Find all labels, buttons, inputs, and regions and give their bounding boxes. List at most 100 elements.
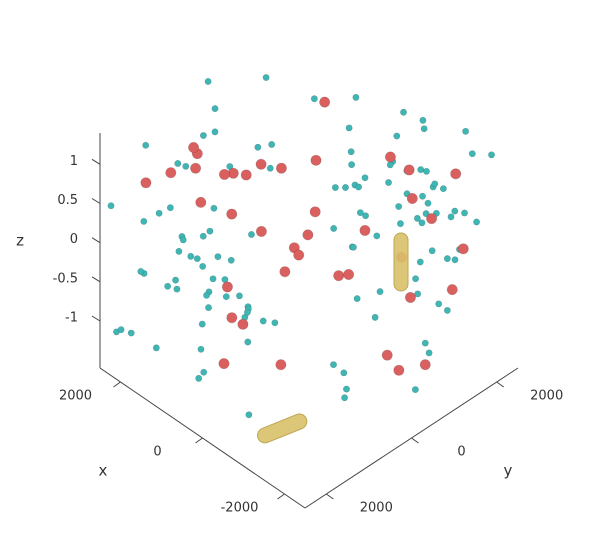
point [214,253,222,261]
highlight-point [343,268,355,280]
point [142,141,150,149]
point [222,293,230,301]
y-tick [411,437,419,444]
point [443,255,451,263]
point [371,313,379,321]
z-tick-label: 1 [70,154,78,169]
point [345,124,353,132]
point [127,329,135,337]
point [376,288,384,296]
point [424,199,432,207]
point [417,166,425,174]
highlight-point [310,154,322,166]
highlight-point [302,229,314,241]
point [247,230,255,238]
point [243,308,251,316]
point [117,326,125,334]
highlight-point [218,168,230,180]
z-tick [91,315,101,322]
z-tick-label: -1 [65,311,78,326]
y-tick-label: 2000 [360,501,393,516]
point [199,132,207,140]
point [418,219,426,227]
point [254,143,262,151]
point [468,150,476,158]
x-axis-label: x [99,462,108,480]
point [199,262,207,270]
x-tick-label: 0 [153,445,161,460]
highlight-point [255,158,267,170]
highlight-point [403,164,415,176]
highlight-point [221,281,233,293]
point [340,369,348,377]
x-tick [113,381,121,388]
highlight-point [226,312,238,324]
highlight-point [293,249,305,261]
highlight-point [404,291,416,303]
point [211,105,219,113]
z-tick-label: 0 [70,232,78,247]
highlight-point [190,162,202,174]
point [140,217,148,225]
point [197,345,205,353]
point [488,151,496,159]
point [187,252,195,260]
point [175,247,183,255]
z-tick [91,276,101,283]
point [461,209,469,217]
point [209,275,217,283]
z-tick [91,237,101,244]
point [347,148,355,156]
z-axis-label: z [16,232,24,250]
point [195,374,203,382]
point [422,167,430,175]
x-tick [277,493,285,500]
point [203,291,211,299]
point [352,93,360,101]
point [413,214,421,222]
y-tick-label: 0 [457,445,465,460]
highlight-point [426,213,438,225]
point [174,159,182,167]
point [342,385,350,393]
point [179,236,187,244]
y-tick-label: 2000 [530,389,563,404]
z-tick [91,158,101,165]
point [447,213,455,221]
highlight-point [275,359,287,371]
highlight-point [195,196,207,208]
point [419,116,427,124]
highlight-point [255,225,267,237]
point [341,394,349,402]
point [473,218,481,226]
highlight-point [309,206,321,218]
point [206,227,214,235]
highlight-point [450,168,462,180]
z-tick [91,198,101,204]
highlight-point [333,270,345,282]
point [435,300,443,308]
plot-area [107,74,496,444]
point [310,95,318,103]
point [373,232,381,240]
point [396,220,404,228]
point [262,74,270,82]
x-tick-label: 2000 [59,389,92,404]
point [451,256,459,264]
capsule [393,232,409,292]
point [204,77,212,85]
point [420,125,428,133]
point [361,174,369,182]
point [166,204,174,212]
highlight-point [457,243,469,255]
point [182,162,190,170]
point [395,203,403,211]
highlight-point [381,349,393,361]
highlight-point [359,224,371,236]
point [355,183,363,191]
point [443,306,451,314]
point [235,292,243,300]
point [164,282,172,290]
point [412,275,420,283]
point [421,339,429,347]
